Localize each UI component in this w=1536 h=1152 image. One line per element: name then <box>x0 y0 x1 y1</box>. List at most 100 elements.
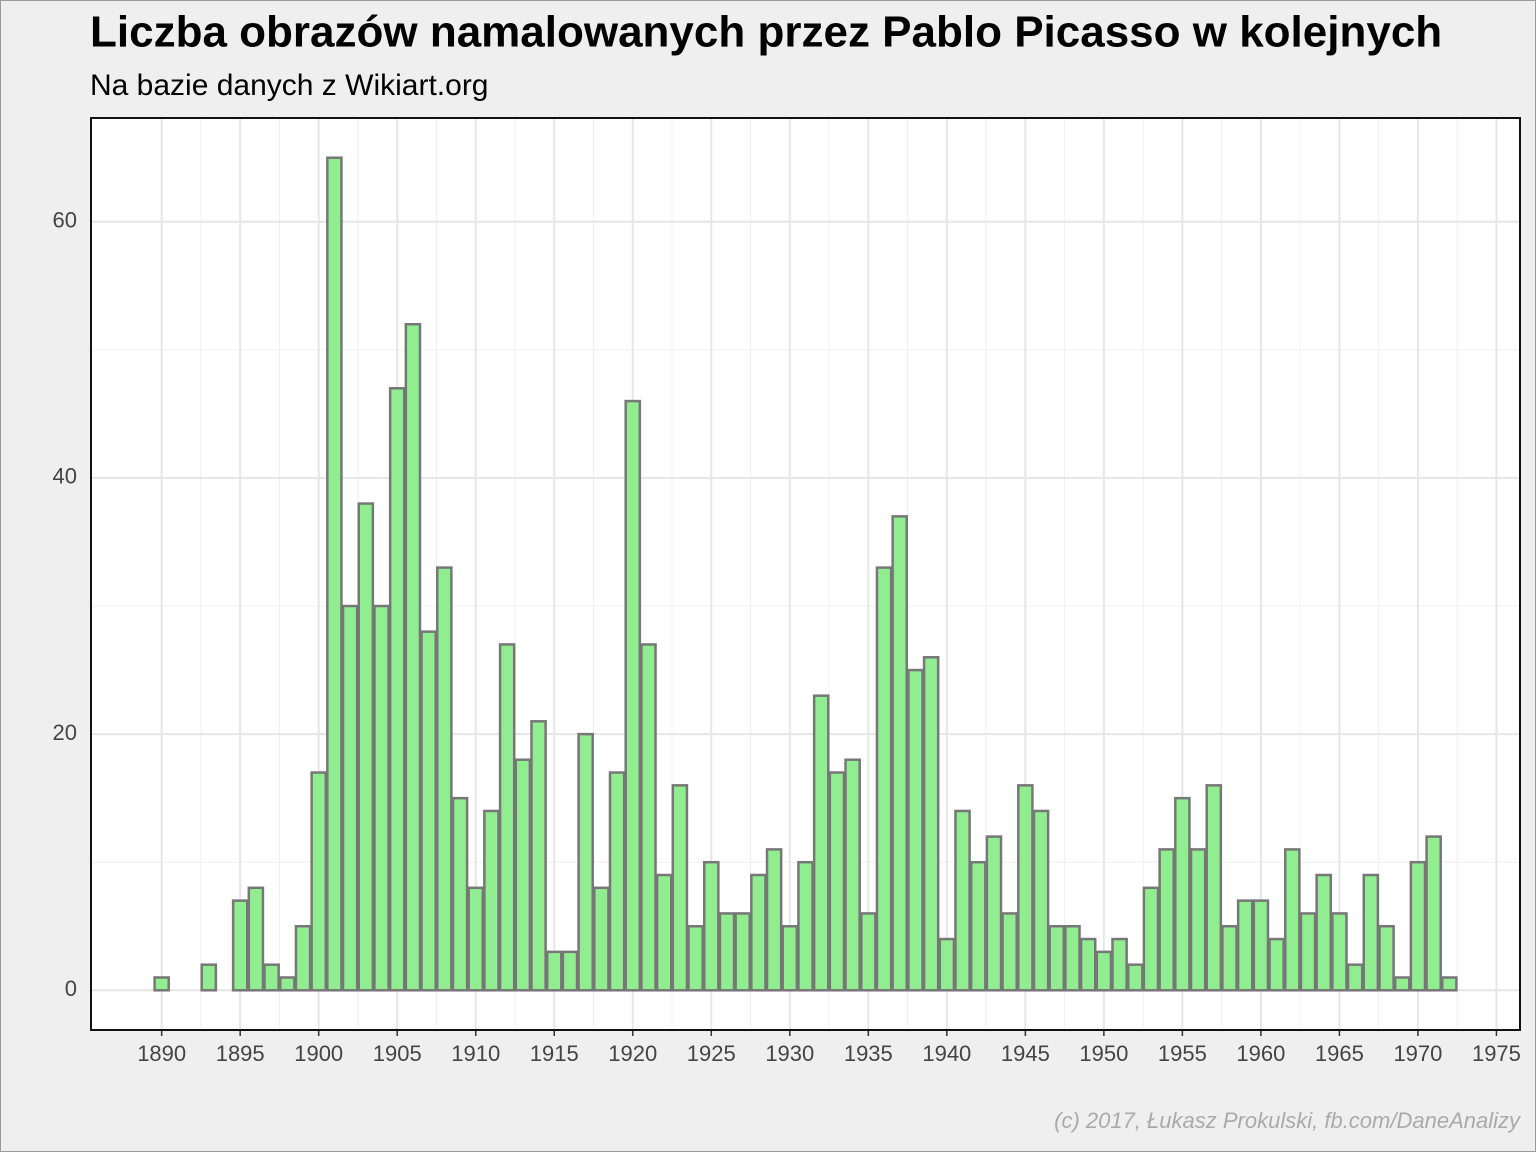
caption: (c) 2017, Łukasz Prokulski, fb.com/DaneA… <box>1054 1108 1522 1133</box>
x-tick-label: 1945 <box>1001 1041 1050 1066</box>
bar <box>812 694 830 992</box>
bar <box>326 156 343 992</box>
bar <box>1299 912 1317 992</box>
bar <box>420 630 437 992</box>
bar <box>702 860 720 992</box>
x-tick-label: 1910 <box>451 1041 500 1066</box>
y-tick-label: 0 <box>65 976 77 1001</box>
bar <box>859 912 877 992</box>
bar <box>1001 912 1018 992</box>
bar <box>1409 860 1427 992</box>
bar <box>765 848 783 992</box>
bar <box>1095 950 1113 992</box>
bar <box>404 322 422 992</box>
x-tick-label: 1950 <box>1079 1041 1128 1066</box>
x-tick-label: 1940 <box>922 1041 971 1066</box>
bar <box>1252 899 1270 992</box>
bar <box>388 387 406 992</box>
bar <box>1174 796 1191 992</box>
bar <box>687 924 704 992</box>
bar <box>498 643 516 992</box>
bar <box>1189 848 1207 992</box>
bar <box>153 976 170 992</box>
bar <box>750 873 767 992</box>
bar <box>577 732 594 992</box>
bar <box>671 784 689 992</box>
x-tick-label: 1935 <box>844 1041 893 1066</box>
bar <box>593 886 610 992</box>
x-tick-label: 1965 <box>1315 1041 1364 1066</box>
bar <box>844 758 861 992</box>
axis-frame <box>90 117 1521 1031</box>
bar <box>1048 924 1066 992</box>
y-tick-label: 60 <box>53 208 77 233</box>
bar <box>1236 899 1254 992</box>
x-tick-label: 1890 <box>137 1041 186 1066</box>
bar <box>294 924 312 992</box>
bar <box>1221 924 1238 992</box>
bar <box>341 604 359 992</box>
bar <box>608 771 626 992</box>
bar <box>797 860 814 992</box>
bar <box>561 950 579 992</box>
bar <box>1331 912 1348 992</box>
bar <box>451 796 469 992</box>
bar <box>514 758 532 992</box>
bar <box>954 809 971 992</box>
bar <box>357 502 375 992</box>
bar <box>640 643 657 992</box>
x-tick-label: 1975 <box>1472 1041 1521 1066</box>
chart-title: Liczba obrazów namalowanych przez Pablo … <box>90 8 1442 57</box>
bar <box>1205 784 1223 992</box>
bar <box>545 950 563 992</box>
bar <box>938 937 956 992</box>
bar <box>985 835 1003 992</box>
bar <box>310 771 328 992</box>
x-tick-label: 1930 <box>765 1041 814 1066</box>
x-tick-label: 1895 <box>216 1041 265 1066</box>
bar <box>1315 873 1333 992</box>
x-tick-label: 1905 <box>373 1041 422 1066</box>
bar <box>247 886 265 992</box>
x-tick-label: 1955 <box>1158 1041 1207 1066</box>
bar <box>1425 835 1442 992</box>
bar <box>969 860 987 992</box>
bar <box>1017 784 1034 992</box>
bar <box>907 668 924 992</box>
bar <box>200 963 218 992</box>
bar <box>436 566 453 992</box>
bar <box>1268 937 1285 992</box>
bar <box>1393 976 1411 992</box>
y-tick-label: 20 <box>53 720 77 745</box>
x-tick-label: 1920 <box>608 1041 657 1066</box>
bar <box>1064 924 1081 992</box>
bar <box>1079 937 1097 992</box>
bar <box>781 924 799 992</box>
bar <box>1142 886 1160 992</box>
bar <box>263 963 280 992</box>
bar <box>655 873 673 992</box>
bar <box>624 399 642 992</box>
y-tick-label: 40 <box>53 464 77 489</box>
bar <box>373 604 390 992</box>
x-tick-label: 1925 <box>687 1041 736 1066</box>
bar <box>922 656 940 992</box>
x-tick-label: 1900 <box>294 1041 343 1066</box>
bar <box>467 886 485 992</box>
bar <box>1158 848 1175 992</box>
bar <box>1362 873 1380 992</box>
bar <box>530 720 547 992</box>
bar <box>1111 937 1128 992</box>
bar <box>875 566 893 992</box>
bar <box>1441 976 1458 992</box>
chart-subtitle: Na bazie danych z Wikiart.org <box>90 69 489 102</box>
x-tick-label: 1970 <box>1393 1041 1442 1066</box>
bar <box>891 515 909 992</box>
bar <box>1032 809 1050 992</box>
bar <box>231 899 249 992</box>
x-tick-label: 1915 <box>530 1041 579 1066</box>
bar <box>483 809 500 992</box>
bar <box>718 912 736 992</box>
bar <box>1126 963 1144 992</box>
